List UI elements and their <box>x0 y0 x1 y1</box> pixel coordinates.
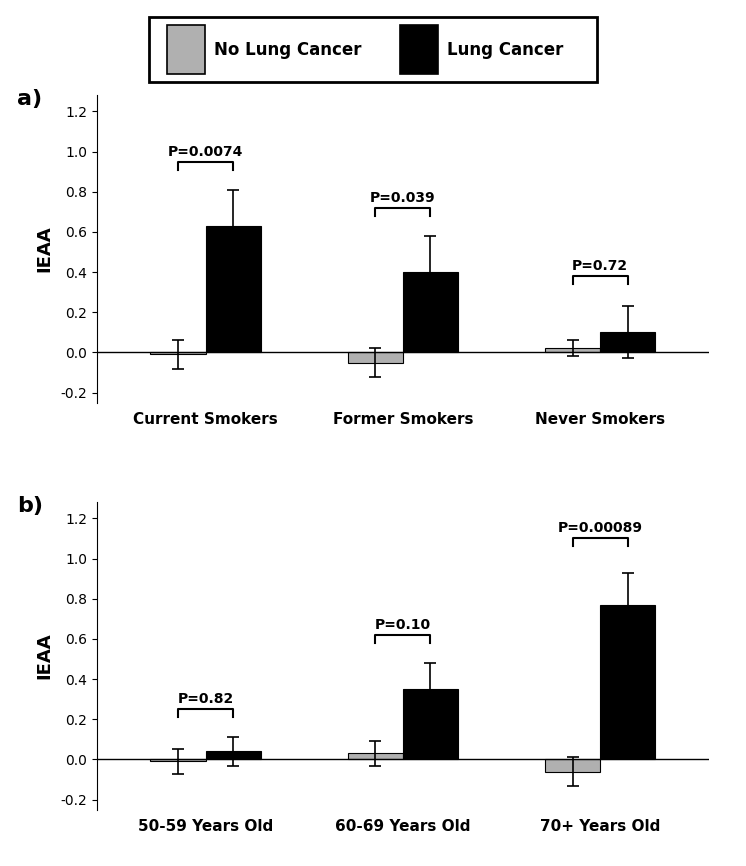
Text: No Lung Cancer: No Lung Cancer <box>214 41 362 59</box>
Y-axis label: IEAA: IEAA <box>36 633 54 679</box>
Bar <box>150 759 205 761</box>
Bar <box>601 604 656 759</box>
Text: P=0.00089: P=0.00089 <box>558 521 642 535</box>
Bar <box>167 25 205 74</box>
Bar <box>403 689 458 759</box>
Text: P=0.10: P=0.10 <box>374 617 431 632</box>
Y-axis label: IEAA: IEAA <box>36 226 54 272</box>
Bar <box>403 272 458 352</box>
Bar <box>150 352 205 354</box>
Text: P=0.72: P=0.72 <box>572 259 628 273</box>
Text: Lung Cancer: Lung Cancer <box>447 41 563 59</box>
Bar <box>601 333 656 352</box>
Bar <box>205 752 261 759</box>
Text: P=0.82: P=0.82 <box>178 692 233 707</box>
Text: P=0.039: P=0.039 <box>370 191 436 204</box>
Text: a): a) <box>17 89 43 109</box>
Text: P=0.0074: P=0.0074 <box>168 145 243 158</box>
Bar <box>205 226 261 352</box>
Bar <box>545 348 601 352</box>
Bar <box>400 25 438 74</box>
Bar <box>545 759 601 772</box>
Bar <box>348 352 403 363</box>
Bar <box>348 753 403 759</box>
Text: b): b) <box>17 496 43 516</box>
